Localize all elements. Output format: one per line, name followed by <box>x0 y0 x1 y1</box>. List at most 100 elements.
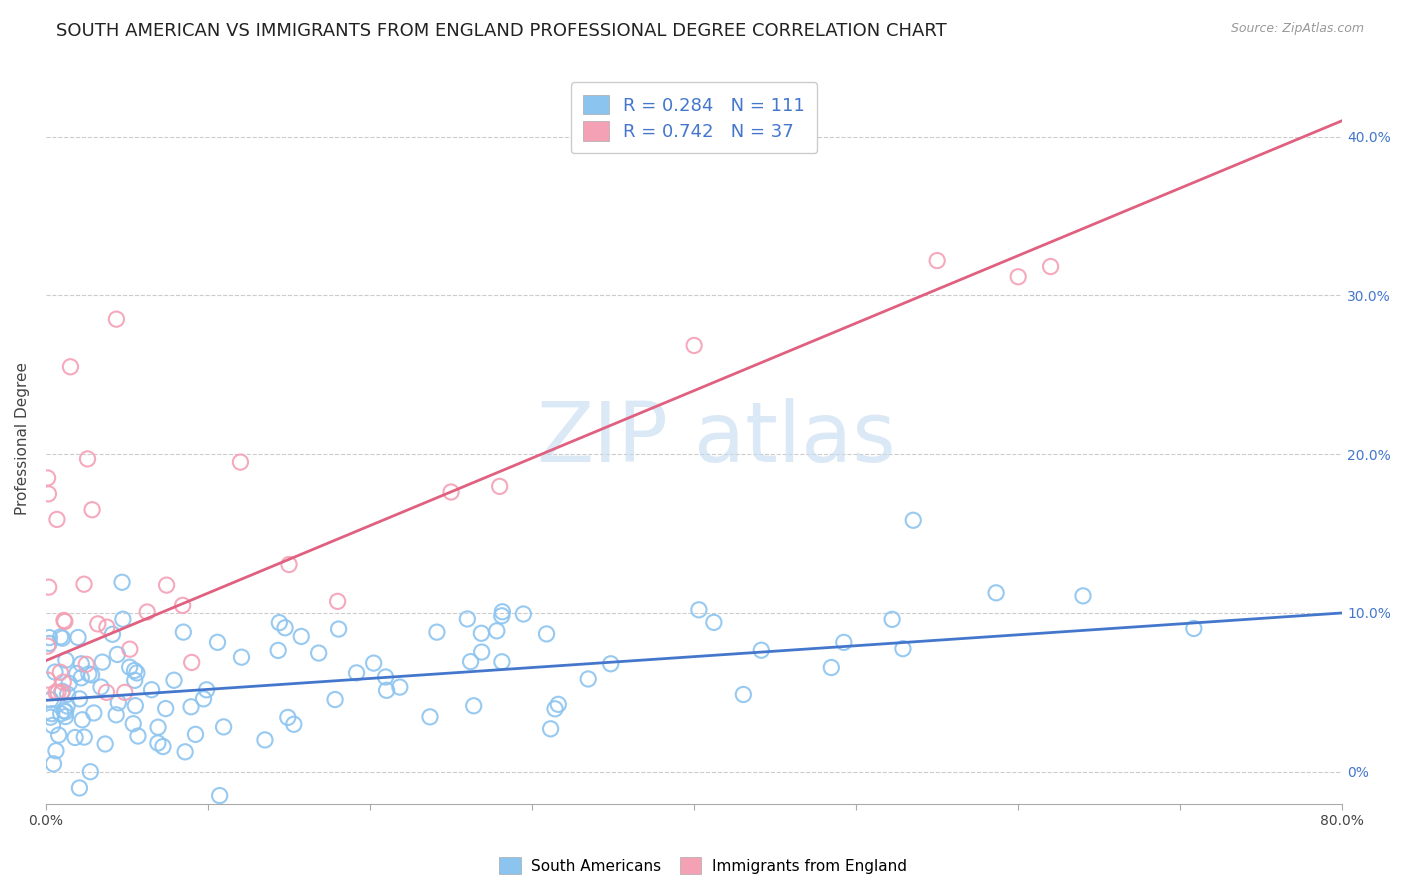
Point <box>193 691 215 706</box>
Point <box>426 625 449 640</box>
Point <box>208 789 231 803</box>
Point <box>55 705 77 719</box>
Point <box>155 578 177 592</box>
Point <box>703 615 725 630</box>
Point <box>491 608 513 623</box>
Point <box>180 656 202 670</box>
Point <box>66 666 89 681</box>
Point <box>463 698 485 713</box>
Point <box>749 643 772 657</box>
Point <box>105 312 128 326</box>
Point <box>1182 622 1205 636</box>
Point <box>67 780 90 795</box>
Point <box>174 745 197 759</box>
Point <box>1039 260 1062 274</box>
Point <box>38 636 60 650</box>
Point <box>491 655 513 669</box>
Point <box>536 627 558 641</box>
Point <box>41 718 63 732</box>
Point <box>274 621 297 635</box>
Point <box>38 631 60 645</box>
Point <box>45 744 67 758</box>
Point <box>39 710 62 724</box>
Point <box>485 624 508 638</box>
Point <box>96 685 118 699</box>
Point <box>1071 589 1094 603</box>
Point <box>125 665 148 680</box>
Point <box>69 691 91 706</box>
Point <box>41 706 63 721</box>
Point <box>820 660 842 674</box>
Point <box>45 685 67 699</box>
Point <box>277 710 299 724</box>
Point <box>114 685 136 699</box>
Point <box>229 455 252 469</box>
Point <box>195 682 218 697</box>
Point <box>471 645 494 659</box>
Point <box>90 680 112 694</box>
Point <box>105 707 128 722</box>
Point <box>688 603 710 617</box>
Point <box>55 709 77 723</box>
Point <box>141 682 163 697</box>
Point <box>49 665 72 680</box>
Point <box>184 727 207 741</box>
Point <box>38 580 60 594</box>
Text: ZIP: ZIP <box>536 398 668 479</box>
Point <box>124 664 146 678</box>
Point <box>882 612 904 626</box>
Point <box>87 616 110 631</box>
Point <box>163 673 186 688</box>
Point <box>46 685 69 699</box>
Point <box>1007 269 1029 284</box>
Point <box>267 643 290 657</box>
Point <box>155 701 177 715</box>
Point <box>52 614 75 628</box>
Point <box>59 359 82 374</box>
Point <box>326 594 349 608</box>
Point <box>172 599 194 613</box>
Point <box>91 655 114 669</box>
Point <box>419 710 441 724</box>
Point <box>388 680 411 694</box>
Point <box>37 471 59 485</box>
Point <box>146 736 169 750</box>
Point <box>83 706 105 720</box>
Point <box>96 620 118 634</box>
Point <box>363 656 385 670</box>
Point <box>491 605 513 619</box>
Point <box>488 479 510 493</box>
Point <box>984 586 1007 600</box>
Point <box>39 693 62 707</box>
Point <box>544 702 567 716</box>
Point <box>136 605 159 619</box>
Legend: R = 0.284   N = 111, R = 0.742   N = 37: R = 0.284 N = 111, R = 0.742 N = 37 <box>571 82 817 153</box>
Legend: South Americans, Immigrants from England: South Americans, Immigrants from England <box>494 851 912 880</box>
Point <box>49 630 72 644</box>
Point <box>124 673 146 688</box>
Point <box>212 720 235 734</box>
Point <box>42 756 65 771</box>
Point <box>576 672 599 686</box>
Point <box>172 625 194 640</box>
Point <box>56 699 79 714</box>
Point <box>124 698 146 713</box>
Point <box>37 639 59 653</box>
Point <box>290 629 312 643</box>
Point <box>374 670 396 684</box>
Point <box>308 646 330 660</box>
Point <box>547 698 569 712</box>
Point <box>253 733 276 747</box>
Point <box>733 688 755 702</box>
Point <box>77 667 100 681</box>
Point <box>79 764 101 779</box>
Point <box>73 730 96 744</box>
Point <box>440 485 463 500</box>
Point <box>122 716 145 731</box>
Point <box>63 731 86 745</box>
Point <box>72 713 94 727</box>
Point <box>207 635 229 649</box>
Point <box>82 502 104 516</box>
Point <box>94 737 117 751</box>
Point <box>53 615 76 629</box>
